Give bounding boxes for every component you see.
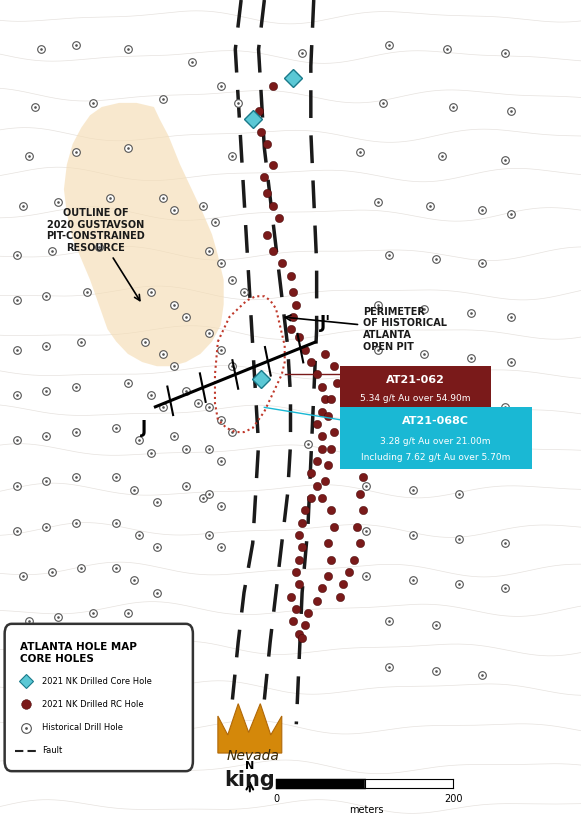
Text: meters: meters — [349, 805, 383, 815]
FancyBboxPatch shape — [340, 366, 491, 412]
FancyBboxPatch shape — [340, 407, 532, 469]
Text: Historical Drill Hole: Historical Drill Hole — [42, 723, 123, 732]
Text: ATLANTA HOLE MAP
CORE HOLES: ATLANTA HOLE MAP CORE HOLES — [20, 642, 137, 663]
Text: 5.34 g/t Au over 54.90m: 5.34 g/t Au over 54.90m — [360, 394, 471, 403]
Text: N: N — [245, 761, 254, 771]
Polygon shape — [218, 704, 282, 753]
Text: Fault: Fault — [42, 746, 63, 755]
Polygon shape — [64, 103, 224, 366]
Text: 2021 NK Drilled Core Hole: 2021 NK Drilled Core Hole — [42, 677, 152, 686]
Text: 0: 0 — [273, 794, 279, 804]
Text: 3.28 g/t Au over 21.00m: 3.28 g/t Au over 21.00m — [381, 437, 491, 446]
Text: Nevada: Nevada — [226, 749, 279, 763]
Text: OUTLINE OF
2020 GUSTAVSON
PIT-CONSTRAINED
RESOURCE: OUTLINE OF 2020 GUSTAVSON PIT-CONSTRAINE… — [46, 208, 145, 300]
Text: king: king — [224, 770, 275, 789]
Text: AT21-068C: AT21-068C — [402, 416, 469, 426]
Text: 2021 NK Drilled RC Hole: 2021 NK Drilled RC Hole — [42, 700, 144, 709]
Text: J': J' — [320, 314, 331, 332]
Text: 200: 200 — [444, 794, 462, 804]
Text: AT21-062: AT21-062 — [386, 374, 445, 385]
Text: J: J — [141, 419, 146, 437]
Text: PERIMETER
OF HISTORICAL
ATLANTA
OPEN PIT: PERIMETER OF HISTORICAL ATLANTA OPEN PIT — [285, 307, 447, 351]
Text: Including 7.62 g/t Au over 5.70m: Including 7.62 g/t Au over 5.70m — [361, 453, 511, 463]
FancyBboxPatch shape — [5, 624, 193, 771]
